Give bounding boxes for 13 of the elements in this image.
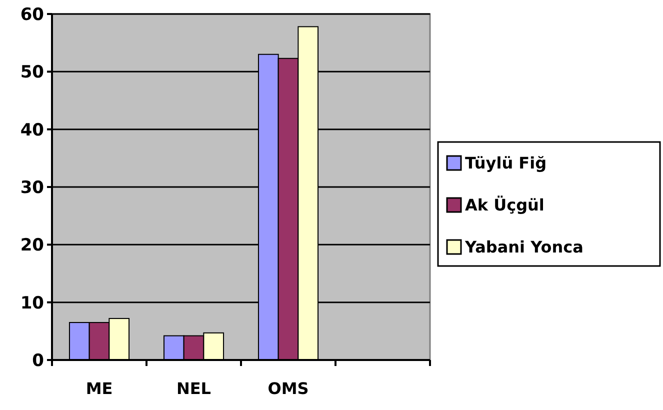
legend-label: Yabani Yonca (464, 238, 584, 257)
x-tick-label: ME (86, 379, 113, 398)
y-tick-label: 40 (20, 120, 44, 140)
y-tick-label: 0 (32, 350, 44, 371)
legend-label: Tüylü Fiğ (465, 154, 547, 173)
x-tick-label: NEL (176, 379, 212, 398)
y-tick-label: 20 (20, 236, 44, 256)
y-tick-label: 10 (20, 293, 44, 314)
y-tick-label: 60 (20, 4, 44, 25)
y-tick-label: 30 (20, 178, 44, 198)
y-tick-label: 50 (20, 62, 44, 83)
x-tick-label: OMS (268, 379, 309, 398)
legend-label: Ak Üçgül (465, 196, 544, 215)
